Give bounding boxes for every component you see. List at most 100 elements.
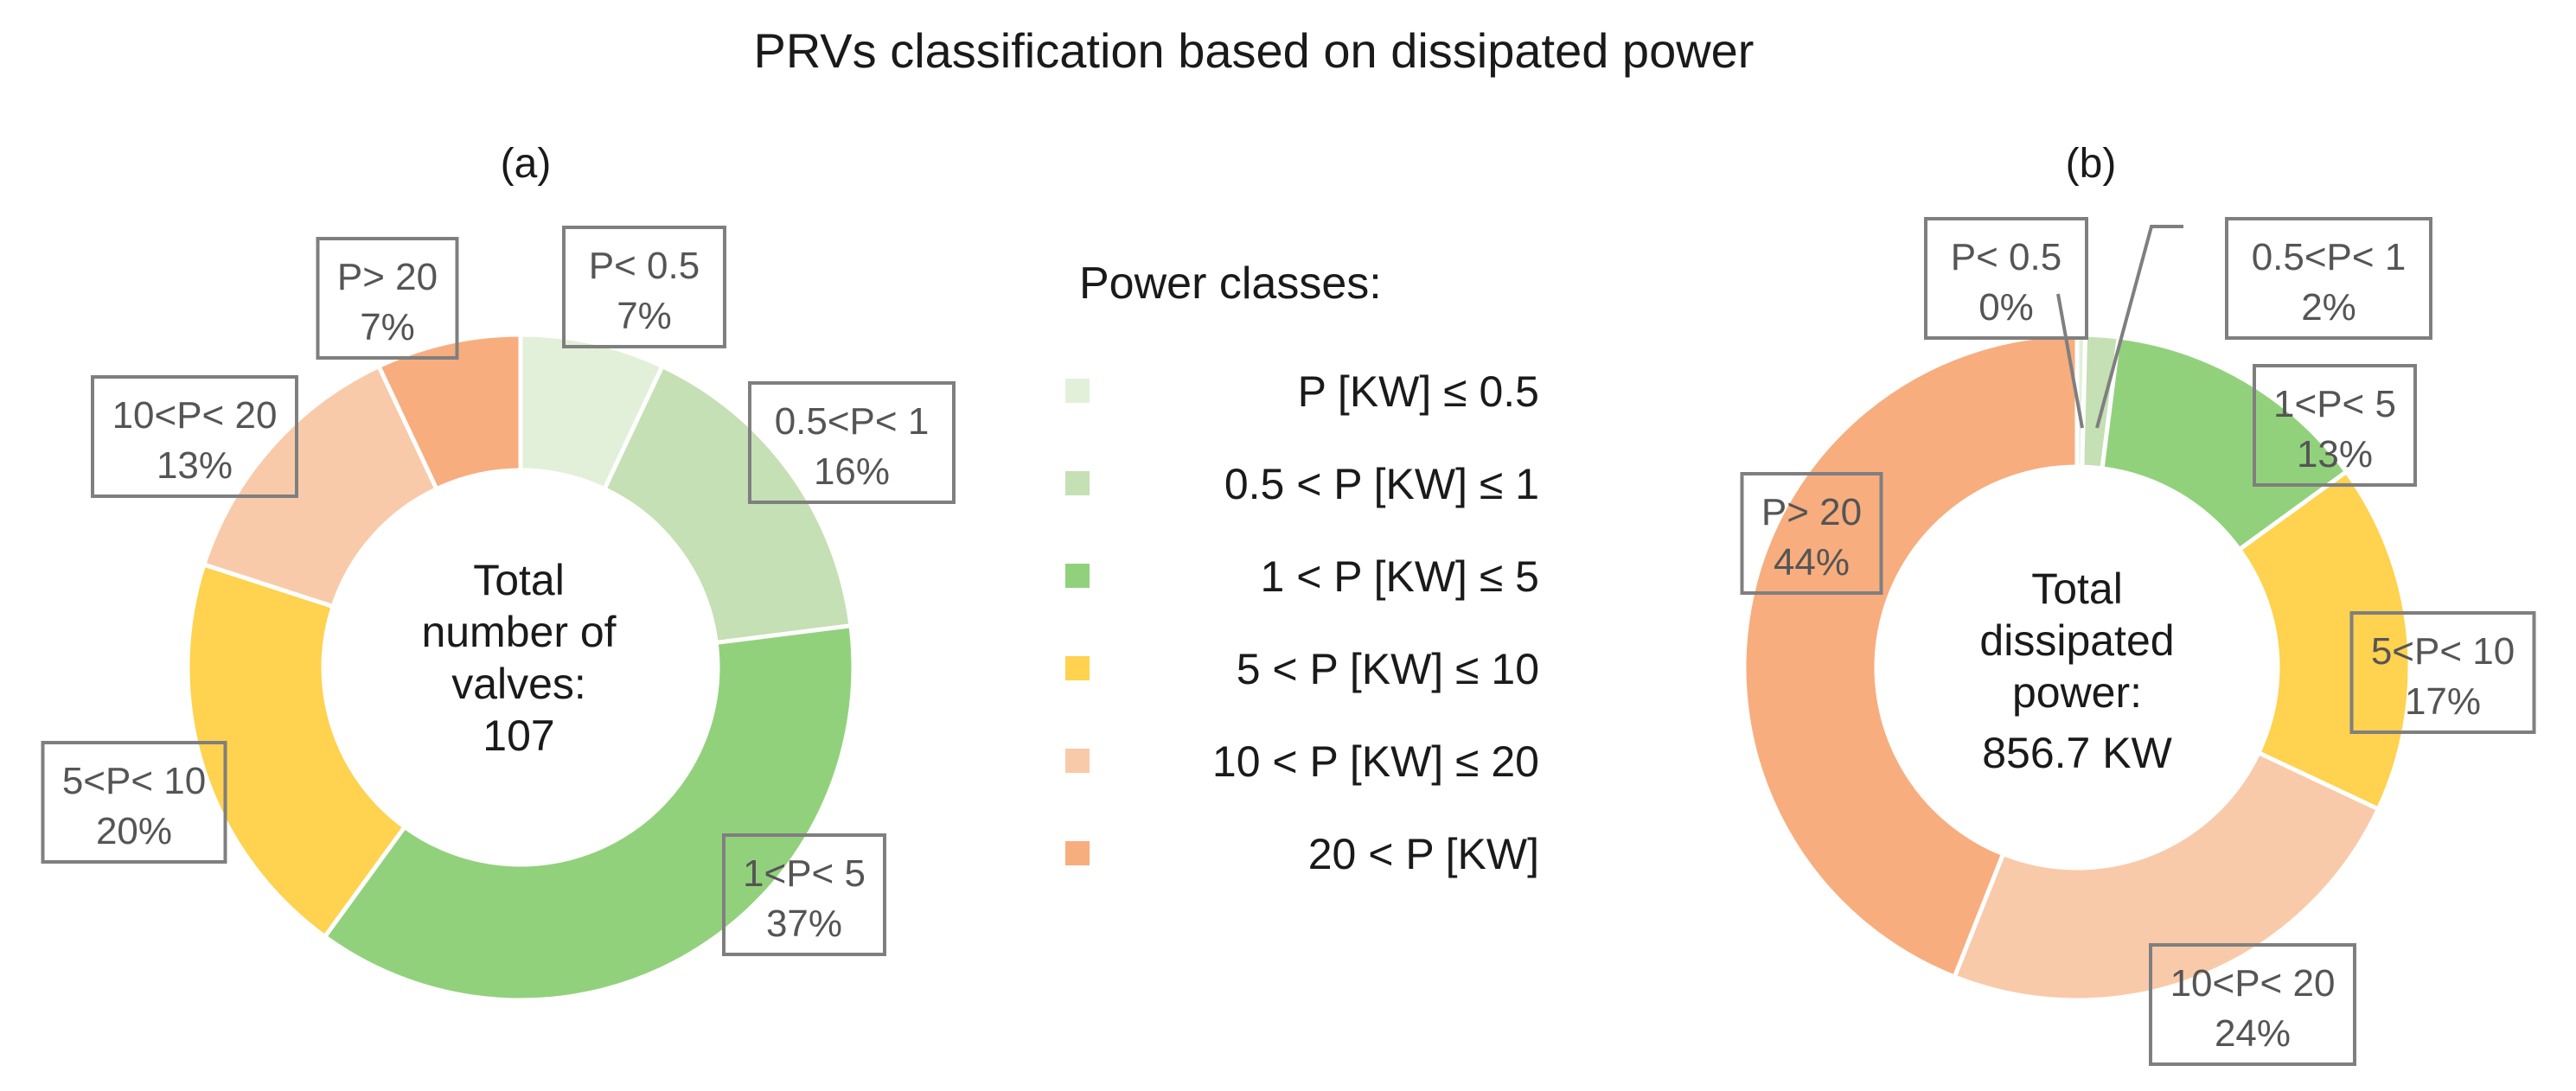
figure-title: PRVs classification based on dissipated …: [754, 23, 1755, 78]
donut-chart-a: (a) P< 0.5 7% 0.5<P< 1 16% 1<P< 5 37% 5<P< 10 2…: [41, 141, 956, 1003]
center-line: power:: [2012, 668, 2142, 717]
slices-b: [1742, 332, 2413, 1003]
slice-label: 1<P< 5: [2273, 383, 2396, 425]
data-label-callout: 5<P< 10 20%: [41, 741, 227, 864]
slice-label: 0.5<P< 1: [775, 400, 930, 443]
donut-chart-b: (b) P< 0.5 0% 0.5<P< 1 2% 1<P< 5 13% 5<P< 10 17…: [1740, 141, 2536, 1066]
legend-label: 0.5 < P [KW] ≤ 1: [1224, 460, 1539, 508]
callout-box: [1924, 217, 2088, 340]
callout-box: [722, 833, 886, 956]
slice-percent: 17%: [2405, 680, 2481, 723]
panel-label-a: (a): [501, 141, 552, 187]
slice-percent: 7%: [360, 306, 415, 348]
legend-swatch: [1065, 564, 1090, 588]
slice-percent: 13%: [2297, 433, 2373, 475]
data-label-callout: 5<P< 10 17%: [2349, 611, 2536, 734]
legend-label: 1 < P [KW] ≤ 5: [1261, 552, 1540, 601]
donut-slice: [375, 332, 523, 493]
leader-line: [2056, 293, 2084, 429]
callouts-b: P< 0.5 0% 0.5<P< 1 2% 1<P< 5 13% 5<P< 10 17% 10<…: [1740, 217, 2536, 1066]
legend-entry: 1 < P [KW] ≤ 5: [1065, 552, 1539, 601]
data-label-callout: 0.5<P< 1 16%: [748, 381, 956, 504]
legend-title: Power classes:: [1079, 258, 1382, 309]
slice-percent: 37%: [766, 903, 842, 945]
donut-slice: [322, 622, 856, 1003]
data-label-callout: P< 0.5 7%: [562, 226, 726, 348]
legend-label: 10 < P [KW] ≤ 20: [1212, 737, 1539, 786]
legend-swatch: [1065, 841, 1090, 865]
legend-label: P [KW] ≤ 0.5: [1298, 367, 1539, 416]
center-line: 856.7 KW: [1982, 729, 2172, 777]
slices-a: [185, 332, 856, 1003]
slice-percent: 7%: [617, 295, 672, 337]
callout-box: [91, 375, 298, 498]
center-line: dissipated: [1979, 616, 2174, 665]
legend-entry: 0.5 < P [KW] ≤ 1: [1065, 460, 1539, 508]
donut-slice: [1742, 332, 2080, 980]
center-line: valves:: [451, 660, 586, 708]
donut-slice: [1952, 750, 2381, 1003]
center-line: 107: [483, 711, 554, 760]
slice-label: P> 20: [1761, 491, 1862, 533]
callout-box: [41, 741, 227, 864]
data-label-callout: 1<P< 5 37%: [722, 833, 886, 956]
center-line: number of: [421, 608, 616, 656]
slice-percent: 20%: [96, 810, 172, 852]
legend-entry: 10 < P [KW] ≤ 20: [1065, 737, 1539, 786]
slice-percent: 0%: [1978, 286, 2034, 329]
legend-swatch: [1065, 471, 1090, 495]
slice-label: 1<P< 5: [743, 852, 866, 895]
legend-entry: P [KW] ≤ 0.5: [1065, 367, 1539, 416]
center-line: Total: [2031, 565, 2123, 613]
legend-entries: P [KW] ≤ 0.5 0.5 < P [KW] ≤ 1 1 < P [KW] ≤…: [1065, 367, 1539, 878]
callout-box: [562, 226, 726, 348]
slice-label: 5<P< 10: [2371, 630, 2515, 673]
leader-line: [2095, 225, 2183, 429]
legend-entry: 20 < P [KW]: [1065, 830, 1539, 878]
center-text-b: Total dissipated power: 856.7 KW: [1979, 565, 2174, 777]
slice-percent: 2%: [2301, 286, 2356, 329]
slice-label: 10<P< 20: [2170, 962, 2336, 1005]
slice-percent: 44%: [1774, 541, 1850, 584]
legend-swatch: [1065, 379, 1090, 403]
callout-box: [2349, 611, 2536, 734]
donut-slice: [2100, 335, 2349, 553]
donut-slice: [601, 363, 853, 646]
donut-slice: [201, 363, 440, 609]
donut-slice: [2236, 469, 2413, 813]
legend-label: 20 < P [KW]: [1308, 830, 1539, 878]
donut-slice: [185, 561, 408, 940]
callout-box: [748, 381, 956, 504]
slice-label: 10<P< 20: [112, 394, 278, 437]
callouts-a: P< 0.5 7% 0.5<P< 1 16% 1<P< 5 37% 5<P< 10 20% 10…: [41, 226, 956, 956]
data-label-callout: P> 20 7%: [316, 237, 459, 360]
center-text-a: Total number of valves: 107: [421, 556, 616, 760]
slice-percent: 13%: [157, 444, 233, 487]
center-line: Total: [473, 556, 565, 604]
legend-entry: 5 < P [KW] ≤ 10: [1065, 645, 1539, 693]
legend-label: 5 < P [KW] ≤ 10: [1237, 645, 1539, 693]
slice-label: 5<P< 10: [62, 760, 206, 802]
leader-lines-b: [2056, 225, 2183, 429]
panel-label-b: (b): [2066, 141, 2117, 187]
data-label-callout: 1<P< 5 13%: [2253, 364, 2417, 487]
callout-box: [2253, 364, 2417, 487]
legend: Power classes: P [KW] ≤ 0.5 0.5 < P [KW] …: [1065, 258, 1539, 878]
slice-label: P< 0.5: [589, 245, 700, 287]
callout-box: [316, 237, 459, 360]
callout-box: [2225, 217, 2432, 340]
slice-percent: 24%: [2215, 1012, 2291, 1055]
legend-swatch: [1065, 749, 1090, 773]
slice-percent: 16%: [814, 450, 890, 493]
data-label-callout: P< 0.5 0%: [1924, 217, 2088, 340]
callout-box: [1740, 472, 1883, 595]
data-label-callout: 10<P< 20 13%: [91, 375, 298, 498]
slice-label: P< 0.5: [1951, 236, 2061, 278]
data-label-callout: 0.5<P< 1 2%: [2225, 217, 2432, 340]
callout-box: [2149, 943, 2356, 1066]
slice-label: 0.5<P< 1: [2252, 236, 2407, 278]
slice-label: P> 20: [337, 256, 438, 298]
legend-swatch: [1065, 656, 1090, 680]
data-label-callout: P> 20 44%: [1740, 472, 1883, 595]
